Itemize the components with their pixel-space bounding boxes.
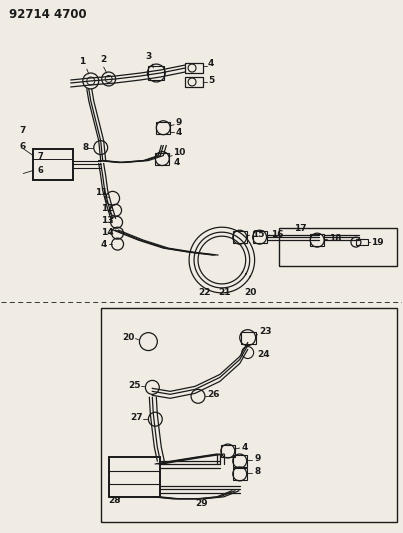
Text: 5: 5 [208, 76, 214, 85]
Bar [233, 468, 247, 480]
Text: 8: 8 [255, 467, 261, 477]
Text: 9: 9 [175, 118, 182, 127]
Bar [233, 455, 247, 467]
Text: 3: 3 [145, 52, 152, 61]
Text: 10: 10 [173, 148, 185, 157]
Bar [156, 122, 170, 134]
Text: 12: 12 [101, 204, 113, 213]
Text: 15: 15 [251, 230, 264, 239]
Bar [148, 66, 164, 80]
Text: 1: 1 [79, 56, 85, 66]
Text: 24: 24 [258, 350, 270, 359]
Bar [253, 231, 266, 243]
Text: 20: 20 [245, 288, 257, 297]
Bar [221, 445, 235, 457]
Text: 4: 4 [173, 158, 180, 167]
Text: 26: 26 [207, 390, 220, 399]
Text: 6: 6 [37, 166, 43, 175]
Text: 19: 19 [371, 238, 383, 247]
Text: 17: 17 [294, 224, 307, 233]
Bar [101, 308, 397, 522]
Bar [109, 457, 160, 497]
Text: 20: 20 [123, 333, 135, 342]
Bar [356, 239, 368, 245]
Text: 16: 16 [272, 230, 284, 239]
Text: 23: 23 [260, 327, 272, 336]
Bar [33, 149, 73, 181]
Text: 92714 4700: 92714 4700 [9, 8, 87, 21]
Text: 21: 21 [218, 288, 231, 297]
Bar [279, 228, 397, 266]
Text: 8: 8 [83, 143, 89, 152]
Text: 14: 14 [101, 228, 113, 237]
Text: 11: 11 [95, 188, 107, 197]
Bar [233, 231, 247, 243]
Text: 7: 7 [19, 126, 26, 135]
Text: 18: 18 [329, 233, 342, 243]
Text: 7: 7 [37, 152, 43, 161]
Text: 13: 13 [101, 216, 113, 225]
Bar [241, 332, 256, 344]
Text: 27: 27 [131, 413, 143, 422]
Text: 2: 2 [101, 54, 107, 63]
Text: 6: 6 [19, 142, 25, 151]
Text: 4: 4 [101, 240, 107, 248]
Text: 25: 25 [129, 381, 141, 390]
Text: 4: 4 [208, 59, 214, 68]
Bar [185, 77, 203, 87]
Bar [310, 234, 324, 246]
Text: 28: 28 [109, 496, 121, 505]
Bar [185, 63, 203, 73]
Text: 22: 22 [198, 288, 210, 297]
Bar [155, 152, 169, 165]
Text: 29: 29 [195, 499, 208, 508]
Text: 9: 9 [255, 455, 261, 464]
Text: 4: 4 [175, 128, 182, 137]
Text: 4: 4 [242, 442, 248, 451]
